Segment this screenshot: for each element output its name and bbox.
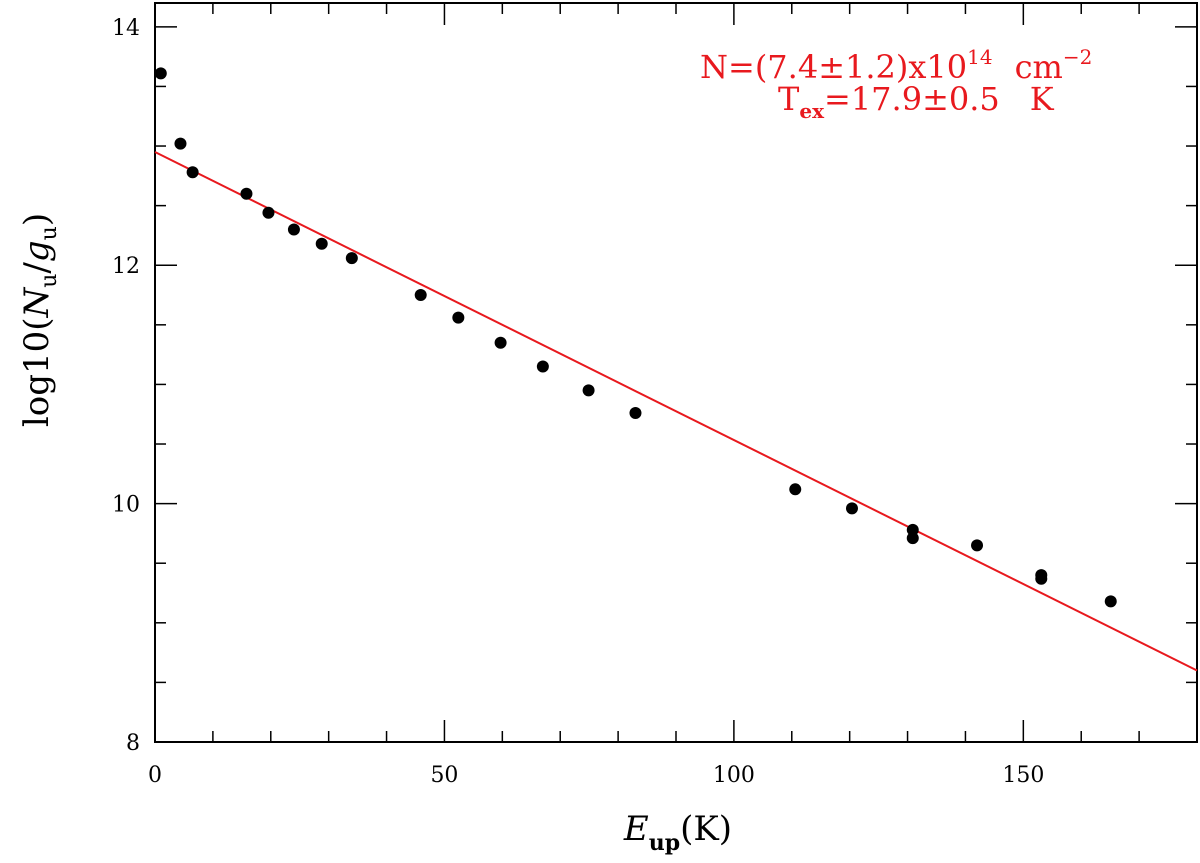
data-point xyxy=(971,539,984,552)
y-tick-label: 14 xyxy=(112,16,140,41)
data-point xyxy=(494,336,507,349)
data-point xyxy=(262,206,275,219)
y-axis-title: log10(Nu/gu) xyxy=(17,213,62,427)
y-tick-label: 8 xyxy=(126,731,140,756)
y-tick-label: 10 xyxy=(112,493,140,518)
y-tick-label: 12 xyxy=(112,254,140,279)
data-point xyxy=(1035,572,1048,585)
data-point xyxy=(186,166,199,179)
y-axis-ticks: 8 10 12 14 xyxy=(112,16,1197,756)
data-point xyxy=(174,137,187,150)
x-axis-title: Eup(K) xyxy=(623,809,732,856)
data-point xyxy=(536,360,549,373)
data-point xyxy=(240,187,253,200)
x-tick-label: 100 xyxy=(713,763,755,788)
data-point xyxy=(1104,595,1117,608)
data-point xyxy=(906,523,919,536)
data-point xyxy=(582,384,595,397)
data-point xyxy=(906,532,919,545)
data-point xyxy=(287,223,300,236)
data-point xyxy=(789,483,802,496)
x-tick-label: 150 xyxy=(1002,763,1044,788)
x-axis-ticks: 0 50 100 150 xyxy=(148,3,1140,788)
data-point xyxy=(845,502,858,515)
data-point xyxy=(629,407,642,420)
data-point xyxy=(315,237,328,250)
data-point xyxy=(154,67,167,80)
data-point xyxy=(345,252,358,265)
fit-line xyxy=(154,151,1198,672)
data-point xyxy=(452,311,465,324)
column-density-annotation: N=(7.4±1.2)x1014 cm−2 xyxy=(700,45,1092,86)
x-tick-label: 0 xyxy=(148,763,162,788)
data-point xyxy=(414,289,427,302)
excitation-temperature-annotation: Tex=17.9±0.5 K xyxy=(778,80,1055,123)
x-tick-label: 50 xyxy=(430,763,458,788)
data-points xyxy=(154,67,1117,608)
fit-line-group xyxy=(154,151,1198,672)
